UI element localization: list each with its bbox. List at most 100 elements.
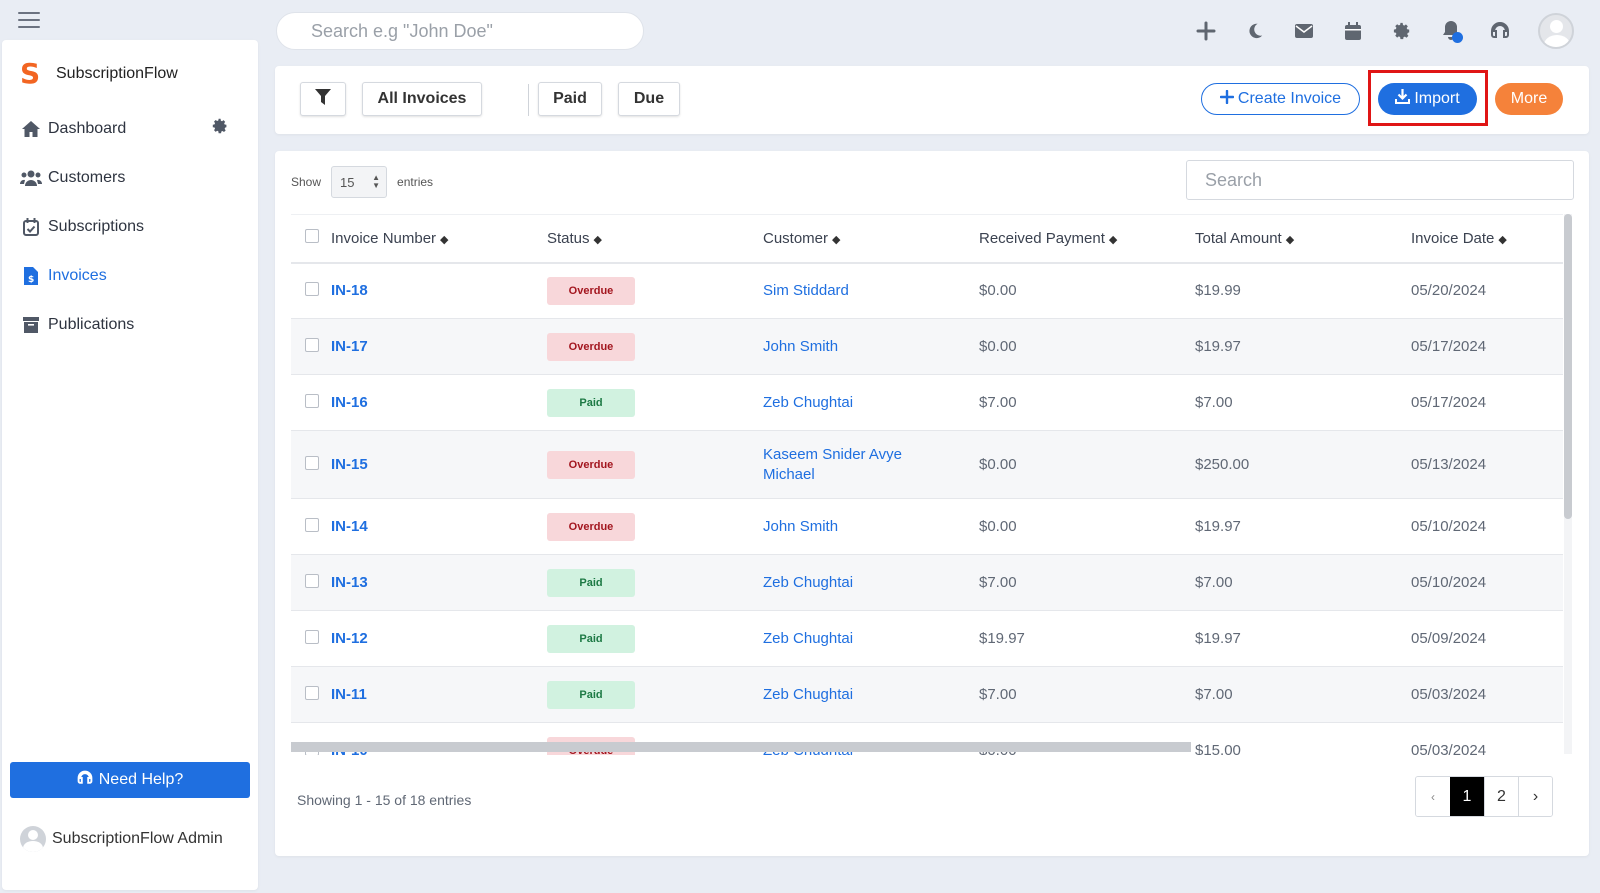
due-filter-button[interactable]: Due [618, 82, 680, 116]
invoice-date-cell: 05/17/2024 [1411, 394, 1487, 411]
invoice-number-link[interactable]: IN-18 [331, 282, 368, 300]
filter-button[interactable] [300, 82, 346, 116]
invoice-date-cell: 05/09/2024 [1411, 630, 1487, 647]
sort-icon: ◆ [1498, 233, 1507, 246]
table-row[interactable]: IN-18 Overdue Sim Stiddard $0.00 $19.99 05/20… [291, 263, 1563, 319]
column-header-invoice-date[interactable]: Invoice Date ◆ [1411, 229, 1507, 247]
mail-icon[interactable] [1279, 11, 1328, 51]
plus-icon[interactable] [1181, 11, 1230, 51]
sidebar-item-dashboard[interactable]: Dashboard [2, 104, 258, 153]
table-row[interactable]: IN-14 Overdue John Smith $0.00 $19.97 05/10/2… [291, 499, 1563, 555]
select-all-checkbox[interactable] [305, 229, 319, 244]
table-row[interactable]: IN-13 Paid Zeb Chughtai $7.00 $7.00 05/10/202… [291, 554, 1563, 611]
sort-icon: ◆ [832, 233, 841, 246]
customer-link[interactable]: Zeb Chughtai [763, 685, 854, 703]
column-header-received-payment[interactable]: Received Payment ◆ [979, 229, 1118, 247]
customer-link[interactable]: Zeb Chughtai [763, 629, 854, 647]
sidebar-item-customers[interactable]: Customers [2, 153, 258, 202]
paid-filter-button[interactable]: Paid [538, 82, 602, 116]
svg-text:$: $ [28, 275, 34, 285]
invoice-number-link[interactable]: IN-13 [331, 574, 368, 591]
sidebar-item-invoices[interactable]: $ Invoices [2, 251, 258, 300]
column-header-status[interactable]: Status ◆ [547, 229, 602, 247]
invoices-table: Invoice Number ◆ Status ◆ Customer ◆ Receiv… [291, 214, 1563, 755]
total-amount-cell: $19.99 [1195, 282, 1241, 300]
row-checkbox[interactable] [305, 685, 319, 700]
table-row[interactable]: IN-17 Overdue John Smith $0.00 $19.97 05/17/2… [291, 318, 1563, 375]
select-arrows-icon: ▲ ▼ [372, 173, 381, 190]
invoice-number-link[interactable]: IN-17 [331, 338, 368, 355]
invoice-number-link[interactable]: IN-15 [331, 456, 368, 473]
row-checkbox[interactable] [305, 517, 319, 532]
pagination-prev-button[interactable]: ‹ [1416, 777, 1450, 816]
sidebar-item-subscriptions[interactable]: Subscriptions [2, 202, 258, 251]
admin-profile[interactable]: SubscriptionFlow Admin [20, 826, 223, 852]
hamburger-menu-icon[interactable] [18, 12, 40, 28]
customer-link[interactable]: Zeb Chughtai [763, 573, 854, 591]
table-row[interactable]: IN-12 Paid Zeb Chughtai $19.97 $19.97 05/09/2… [291, 611, 1563, 667]
row-checkbox[interactable] [305, 393, 319, 408]
customer-link[interactable]: Zeb Chughtai [763, 393, 854, 411]
headset-icon[interactable] [1475, 11, 1524, 51]
sidebar-item-label: Dashboard [48, 119, 127, 137]
customer-link[interactable]: Sim Stiddard [763, 281, 849, 299]
show-label: Show [291, 175, 322, 189]
received-payment-cell: $0.00 [979, 456, 1017, 473]
all-invoices-button[interactable]: All Invoices [362, 82, 482, 116]
admin-avatar [20, 826, 46, 852]
table-search-input[interactable] [1186, 160, 1574, 200]
invoice-number-link[interactable]: IN-16 [331, 394, 368, 411]
row-checkbox[interactable] [305, 455, 319, 470]
customer-link[interactable]: John Smith [763, 337, 839, 355]
dashboard-settings-gear-icon[interactable] [212, 118, 228, 139]
invoice-number-link[interactable]: IN-11 [331, 686, 367, 703]
customer-link[interactable]: Kaseem Snider Avye Michael [763, 445, 902, 483]
import-button[interactable]: Import [1378, 83, 1477, 115]
more-button[interactable]: More [1495, 83, 1563, 115]
invoice-date-cell: 05/17/2024 [1411, 338, 1487, 355]
status-badge: Overdue [547, 450, 635, 479]
entries-select[interactable]: 15 ▲ ▼ [331, 166, 388, 198]
customer-link[interactable]: John Smith [763, 517, 839, 535]
invoice-number-link[interactable]: IN-12 [331, 630, 368, 647]
table-row[interactable]: IN-16 Paid Zeb Chughtai $7.00 $7.00 05/17/202… [291, 375, 1563, 431]
vertical-scrollbar[interactable] [1564, 214, 1572, 519]
headset-icon [77, 770, 93, 791]
import-label: Import [1414, 90, 1460, 107]
invoice-date-cell: 05/10/2024 [1411, 518, 1487, 535]
brand[interactable]: S SubscriptionFlow [20, 60, 178, 88]
column-header-total-amount[interactable]: Total Amount ◆ [1195, 229, 1295, 247]
invoices-table-card: Show 15 ▲▼ entries Invoice Number◆ Statu… [275, 151, 1589, 856]
received-payment-cell: $7.00 [979, 574, 1017, 591]
calendar-check-icon [20, 217, 42, 236]
create-invoice-button[interactable]: Create Invoice [1201, 83, 1360, 115]
row-checkbox[interactable] [305, 281, 319, 296]
global-search-input[interactable] [276, 12, 644, 50]
total-amount-cell: $19.97 [1195, 630, 1241, 647]
table-row[interactable]: IN-11 Paid Zeb Chughtai $7.00 $7.00 05/03/202… [291, 666, 1563, 723]
horizontal-scrollbar[interactable] [291, 742, 1191, 752]
invoices-table-wrapper: Invoice Number ◆ Status ◆ Customer ◆ Receiv… [291, 214, 1563, 755]
row-checkbox[interactable] [305, 337, 319, 352]
toolbar-divider [528, 84, 529, 116]
moon-icon[interactable] [1230, 11, 1279, 51]
notification-dot [1452, 32, 1463, 43]
pagination-page-1[interactable]: 1 [1450, 777, 1484, 816]
home-icon [20, 120, 42, 137]
need-help-button[interactable]: Need Help? [10, 762, 250, 798]
pagination-next-button[interactable]: › [1518, 777, 1552, 816]
column-header-customer[interactable]: Customer ◆ [763, 229, 841, 247]
bell-icon[interactable] [1426, 11, 1475, 51]
pagination-page-2[interactable]: 2 [1484, 777, 1518, 816]
sidebar-item-publications[interactable]: Publications [2, 300, 258, 349]
gear-icon[interactable] [1377, 11, 1426, 51]
table-row[interactable]: IN-15 Overdue Kaseem Snider Avye Michael $0… [291, 430, 1563, 499]
invoice-number-link[interactable]: IN-14 [331, 518, 368, 535]
user-avatar[interactable] [1538, 13, 1574, 49]
calendar-icon[interactable] [1328, 11, 1377, 51]
sidebar-item-label: Customers [48, 168, 126, 186]
sidebar-item-label: Subscriptions [48, 217, 145, 235]
row-checkbox[interactable] [305, 629, 319, 644]
column-header-invoice-number[interactable]: Invoice Number ◆ [331, 229, 449, 247]
row-checkbox[interactable] [305, 573, 319, 588]
